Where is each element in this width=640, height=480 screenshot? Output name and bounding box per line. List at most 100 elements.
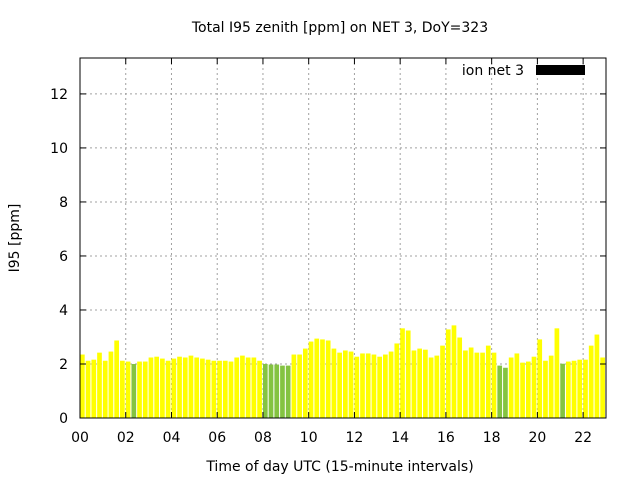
x-tick-label: 22 xyxy=(574,430,592,446)
bar xyxy=(188,355,194,418)
bar xyxy=(383,354,388,418)
bar xyxy=(423,349,428,418)
bar xyxy=(108,351,114,418)
bar xyxy=(520,362,525,418)
bar xyxy=(400,328,405,418)
bar xyxy=(394,343,400,418)
x-tick-label: 02 xyxy=(117,430,135,446)
bar xyxy=(228,361,234,418)
bar xyxy=(548,355,554,418)
bar xyxy=(503,367,508,418)
y-tick-label: 8 xyxy=(59,195,68,211)
bar xyxy=(434,355,440,418)
bar xyxy=(194,357,200,418)
bar xyxy=(280,365,285,418)
bar xyxy=(474,352,480,418)
bar xyxy=(411,350,417,418)
bars xyxy=(80,325,605,418)
bar xyxy=(148,357,154,418)
x-tick-label: 16 xyxy=(437,430,455,446)
bar xyxy=(417,348,423,418)
bar xyxy=(571,360,577,418)
bar xyxy=(543,360,548,418)
chart-title: Total I95 zenith [ppm] on NET 3, DoY=323 xyxy=(191,20,488,36)
bar xyxy=(320,339,325,418)
x-tick-label: 12 xyxy=(346,430,364,446)
bar xyxy=(91,359,97,418)
bar xyxy=(485,345,491,418)
bar xyxy=(331,348,337,418)
x-tick-label: 20 xyxy=(528,430,546,446)
bar xyxy=(268,364,274,418)
plot-frame xyxy=(79,57,607,419)
y-tick-label: 10 xyxy=(50,141,68,157)
legend-label: ion net 3 xyxy=(462,63,524,79)
bar xyxy=(565,361,571,418)
bar xyxy=(102,360,108,418)
y-tick-label: 0 xyxy=(59,411,68,427)
bar xyxy=(531,356,537,418)
bar xyxy=(85,360,91,418)
bar xyxy=(508,357,514,418)
bar xyxy=(131,363,137,418)
bar xyxy=(291,354,297,418)
legend: ion net 3 xyxy=(462,63,585,79)
bar xyxy=(325,340,331,418)
bar xyxy=(177,356,182,418)
y-tick-label: 4 xyxy=(59,303,68,319)
x-tick-label: 10 xyxy=(300,430,318,446)
bar xyxy=(360,353,365,418)
bar xyxy=(222,360,228,418)
bar xyxy=(234,357,240,418)
x-tick-label: 14 xyxy=(391,430,409,446)
bar xyxy=(537,339,543,418)
y-tick-label: 2 xyxy=(59,357,68,373)
bar xyxy=(302,348,308,418)
bar xyxy=(451,325,457,418)
bar xyxy=(388,351,394,418)
bar xyxy=(154,356,160,418)
bar xyxy=(200,358,205,418)
bar xyxy=(165,360,171,418)
bar xyxy=(440,345,445,418)
bar xyxy=(377,356,382,418)
x-tick-label: 00 xyxy=(71,430,89,446)
bar xyxy=(480,352,485,418)
bar xyxy=(211,360,217,418)
bar xyxy=(137,361,142,418)
bar xyxy=(182,357,188,418)
bar xyxy=(97,352,102,418)
bar xyxy=(80,354,85,418)
bar xyxy=(262,363,268,418)
bar xyxy=(583,359,588,418)
bar xyxy=(463,350,468,418)
x-tick-label: 08 xyxy=(254,430,272,446)
bar xyxy=(245,357,251,418)
bar xyxy=(594,334,600,418)
bar xyxy=(257,360,262,418)
bar xyxy=(457,337,463,418)
bar xyxy=(314,338,320,418)
bar xyxy=(251,357,257,418)
bar xyxy=(297,354,302,418)
bar xyxy=(371,354,377,418)
bar xyxy=(125,361,131,418)
bar xyxy=(205,359,211,418)
y-tick-label: 6 xyxy=(59,249,68,265)
bar xyxy=(217,360,222,418)
bar xyxy=(577,359,583,418)
bar xyxy=(171,358,177,418)
bar xyxy=(354,356,360,418)
bar xyxy=(560,363,565,418)
bar xyxy=(142,361,148,418)
bar xyxy=(348,351,354,418)
bar xyxy=(525,361,531,418)
bar xyxy=(514,353,520,418)
y-tick-label: 12 xyxy=(50,87,68,103)
bar xyxy=(160,358,165,418)
bar xyxy=(468,347,474,418)
x-tick-label: 04 xyxy=(163,430,181,446)
bar xyxy=(491,352,497,418)
